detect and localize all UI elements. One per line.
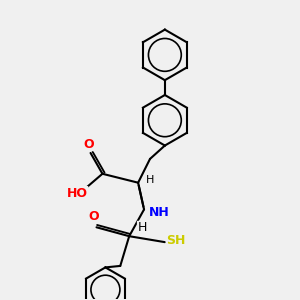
Text: H: H	[137, 221, 147, 234]
Text: SH: SH	[166, 234, 186, 247]
Text: NH: NH	[148, 206, 169, 219]
Text: O: O	[88, 210, 99, 223]
Text: HO: HO	[67, 187, 88, 200]
Text: O: O	[84, 138, 94, 151]
Text: H: H	[146, 175, 154, 185]
